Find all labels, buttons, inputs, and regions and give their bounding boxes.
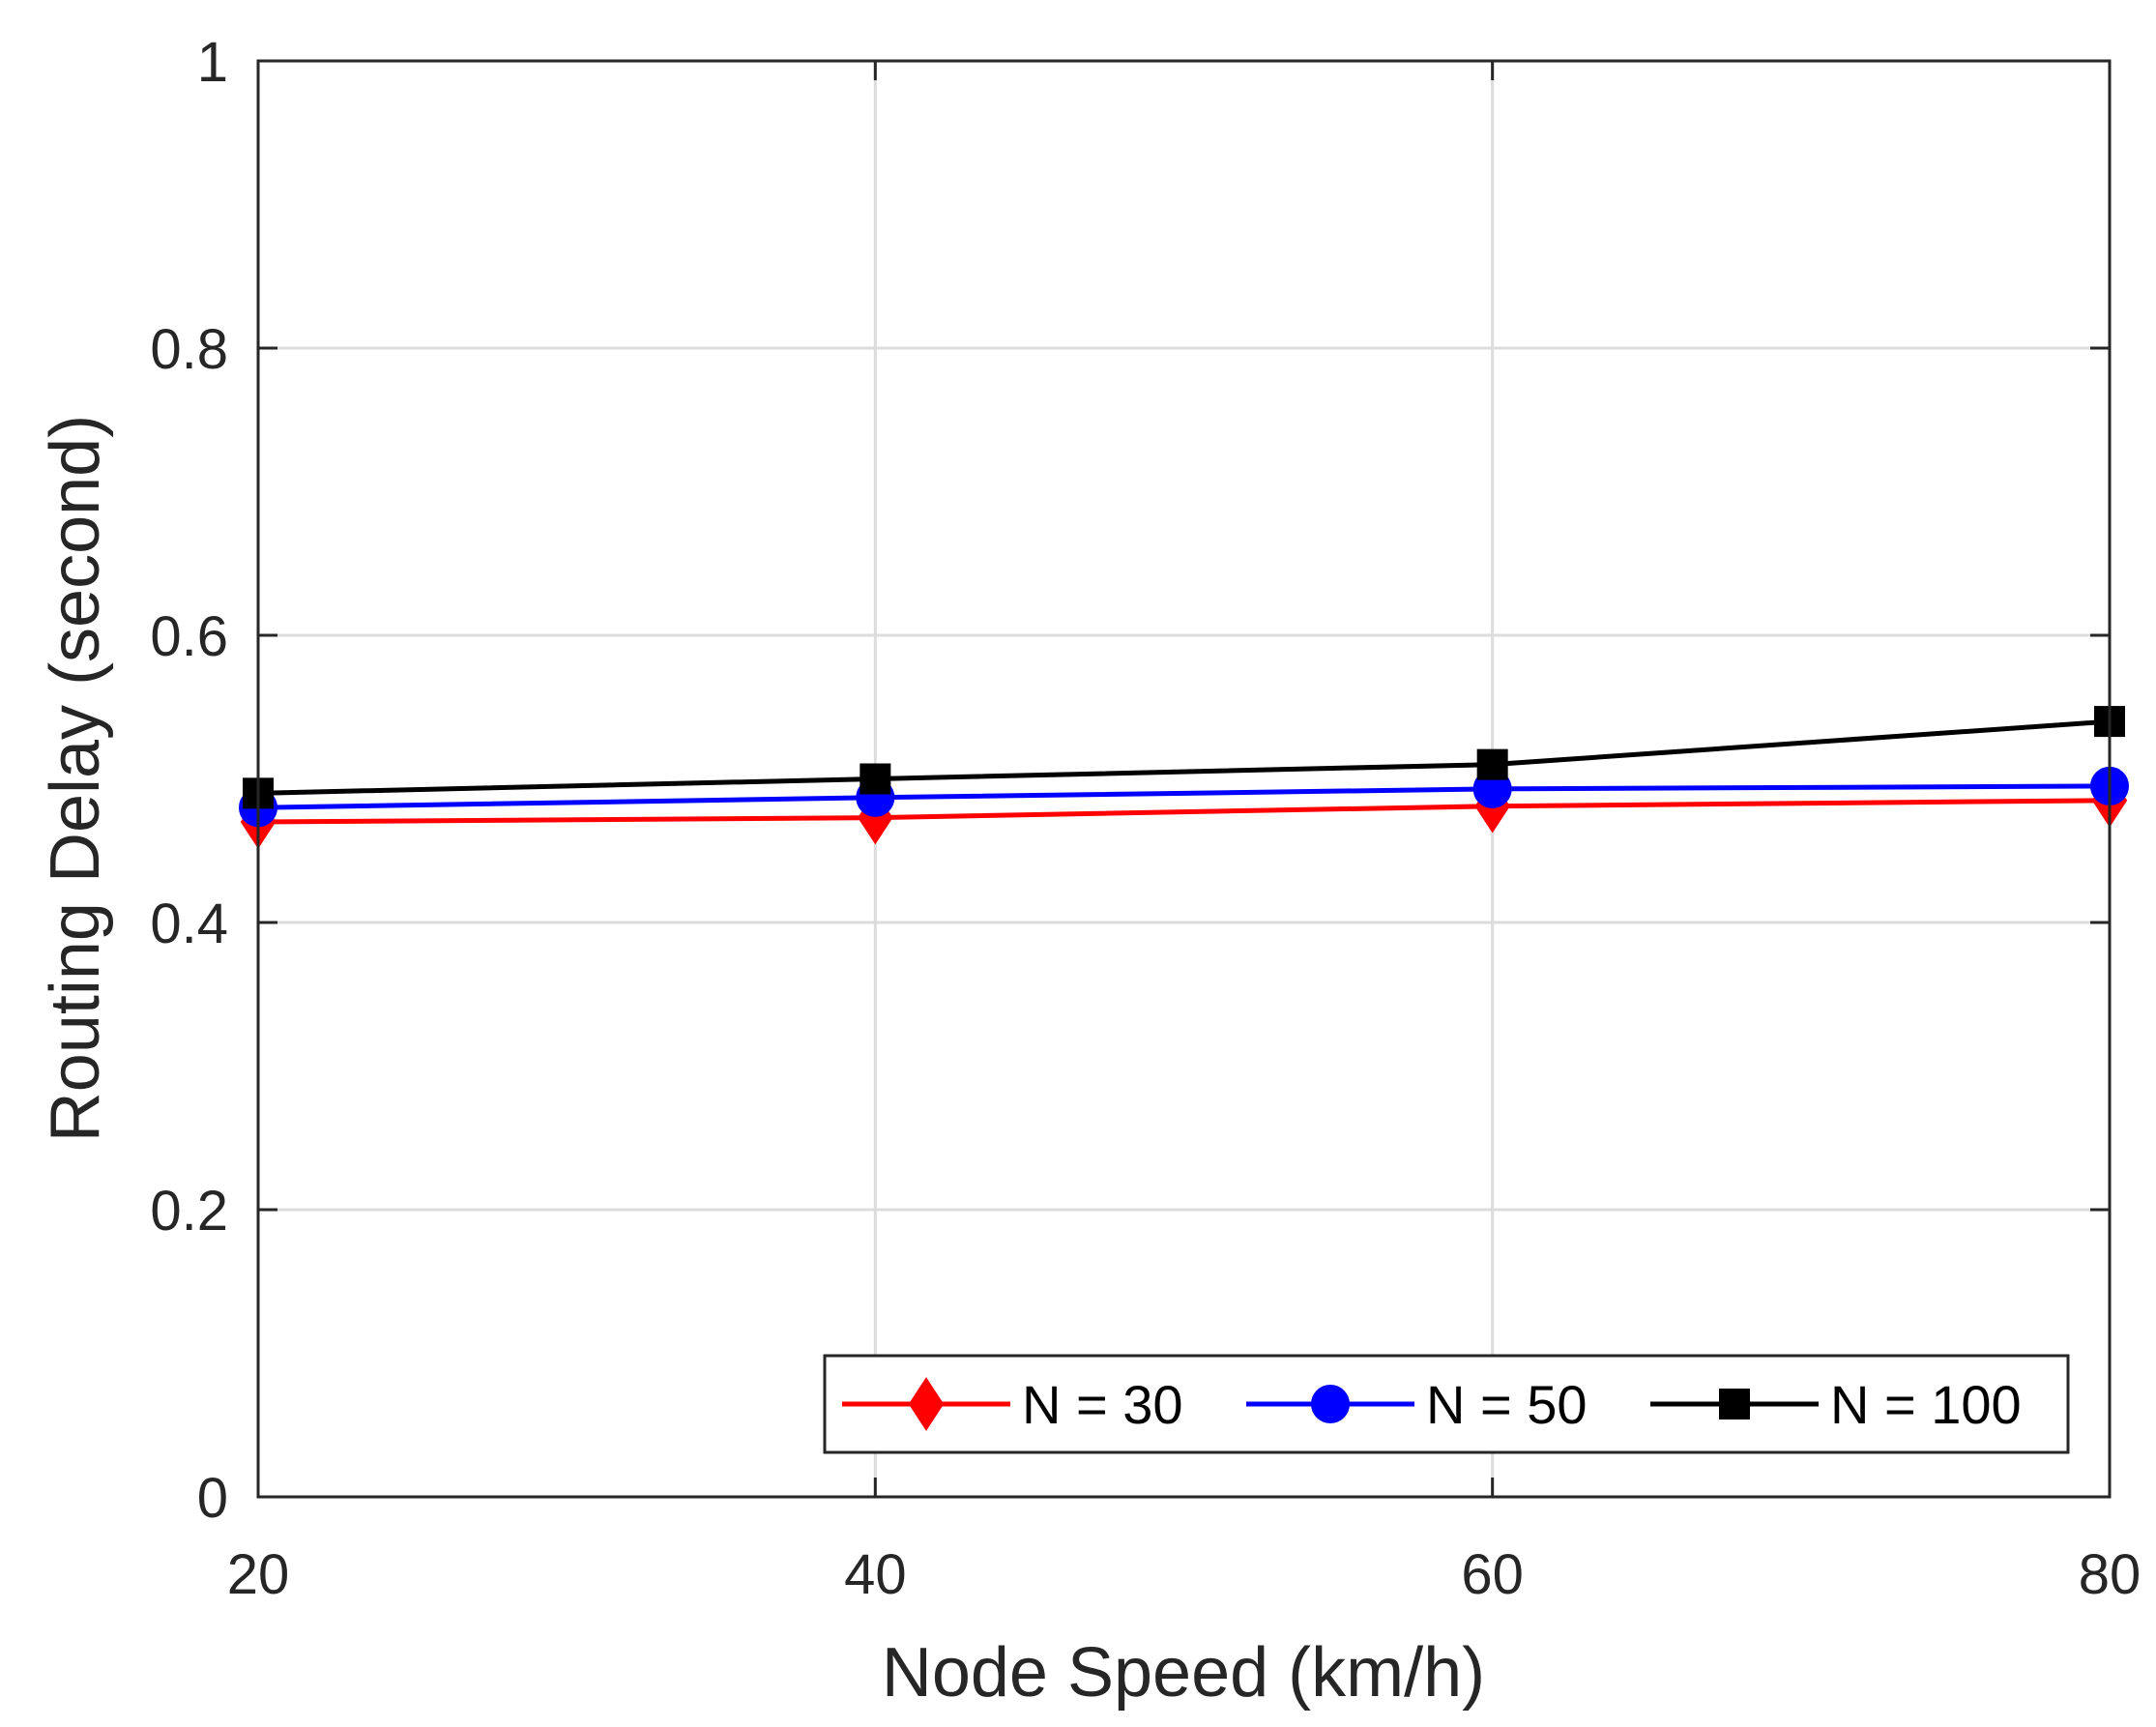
legend-label: N = 100 (1830, 1374, 2022, 1435)
legend-box (823, 1354, 2070, 1454)
y-tick-label: 0.2 (150, 1180, 228, 1243)
x-tick-label: 40 (844, 1543, 907, 1606)
y-tick-label: 0.6 (150, 605, 228, 668)
y-tick-label: 0 (197, 1467, 228, 1530)
x-tick-label: 80 (2079, 1543, 2141, 1606)
legend-label: N = 30 (1022, 1374, 1183, 1435)
legend-entry: N = 50 (1246, 1374, 1588, 1435)
legend: N = 30 N = 50 N = 100 (823, 1354, 2070, 1454)
legend-swatch-marker (1311, 1385, 1350, 1423)
legend-label: N = 50 (1426, 1374, 1588, 1435)
x-axis-title: Node Speed (km/h) (882, 1634, 1485, 1712)
series-line (257, 718, 2111, 796)
x-tick-label: 60 (1461, 1543, 1524, 1606)
y-axis-title: Routing Delay (second) (37, 415, 114, 1142)
data-point (859, 763, 891, 795)
tick-labels: 20 40 60 80 0 0.2 0.4 0.6 0.8 1 (150, 31, 2141, 1606)
legend-entry: N = 30 (842, 1374, 1183, 1435)
series-line (257, 783, 2111, 810)
data-point (1476, 748, 1508, 780)
data-series (239, 706, 2129, 849)
plot-area (258, 61, 2110, 1497)
legend-entry: N = 100 (1650, 1374, 2022, 1435)
legend-swatch-marker (908, 1377, 945, 1431)
plot-frame (256, 59, 2112, 1499)
y-tick-label: 1 (197, 31, 228, 94)
y-tick-label: 0.8 (150, 318, 228, 381)
series-line (257, 798, 2111, 825)
x-tick-label: 20 (227, 1543, 290, 1606)
y-tick-label: 0.4 (150, 893, 228, 955)
legend-swatch-marker (1719, 1389, 1750, 1420)
